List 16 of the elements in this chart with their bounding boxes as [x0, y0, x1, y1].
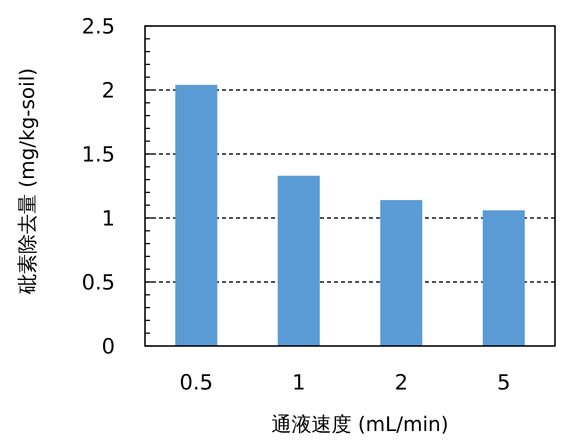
x-tick-label: 0.5 [180, 370, 213, 394]
bar [278, 176, 320, 346]
x-tick-label: 2 [394, 370, 408, 394]
y-axis-title: 砒素除去量 (mg/kg-soil) [15, 68, 39, 296]
y-tick-label: 2.5 [82, 14, 115, 38]
bar [175, 84, 218, 346]
y-tick-label: 1 [102, 206, 115, 230]
bar [380, 200, 422, 346]
x-tick-label: 1 [292, 370, 306, 394]
y-tick-label: 0.5 [82, 270, 115, 294]
x-axis-title: 通液速度 (mL/min) [271, 412, 449, 436]
x-tick-label: 5 [497, 370, 510, 394]
y-tick-label: 0 [102, 334, 115, 358]
y-tick-label: 1.5 [82, 142, 115, 166]
bar [482, 210, 525, 346]
y-tick-label: 2 [102, 78, 115, 102]
